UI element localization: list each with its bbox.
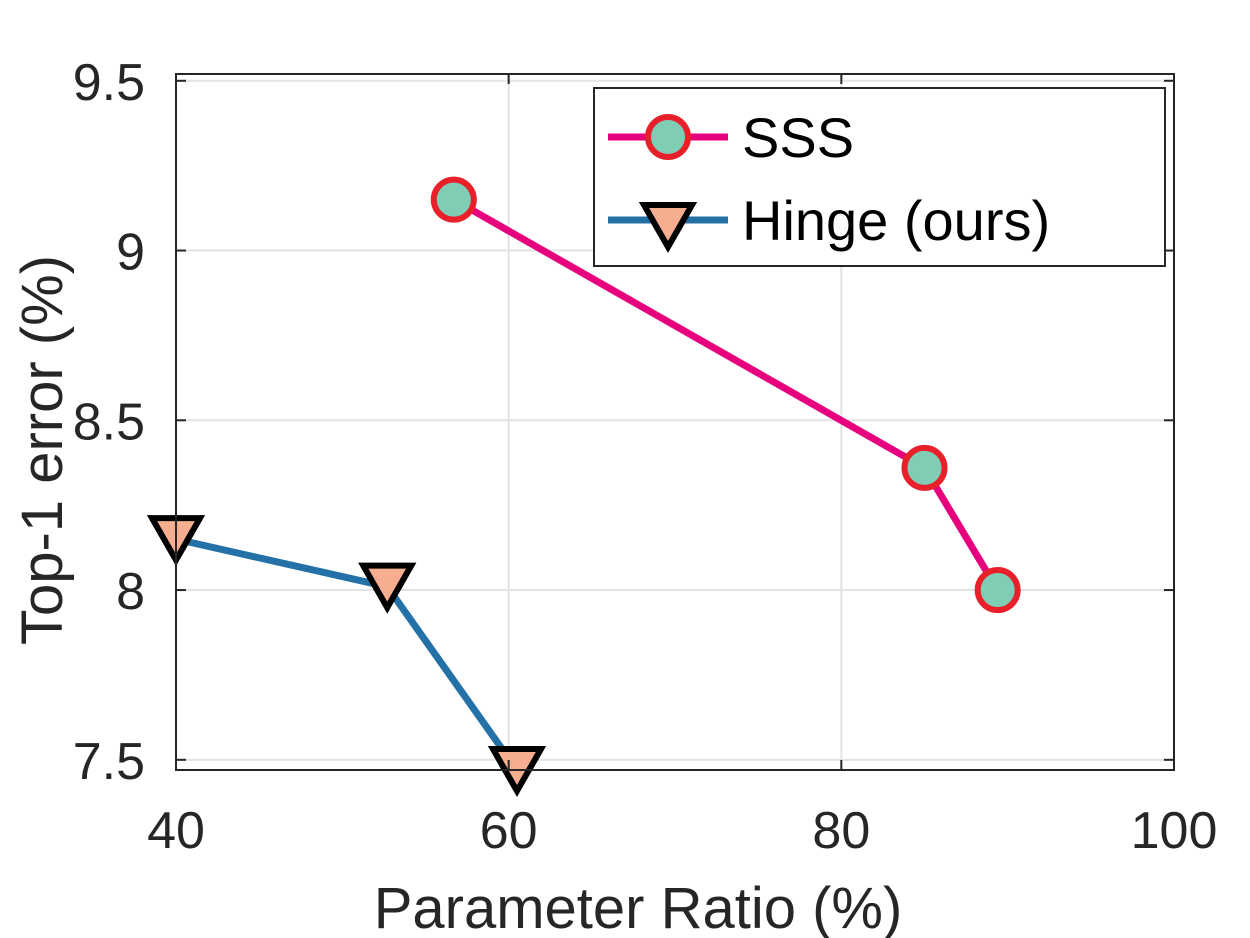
y-axis-label: Top-1 error (%) — [10, 255, 75, 645]
x-tick-label: 60 — [480, 802, 538, 860]
data-point-sss — [901, 444, 948, 491]
y-tick-label: 9 — [116, 224, 145, 282]
tick-labels: 40 60 80 100 7.5 8 8.5 9 9.5 — [73, 54, 1218, 860]
x-tick-label: 80 — [812, 802, 870, 860]
legend-label-sss: SSS — [742, 106, 854, 169]
y-tick-label: 7.5 — [73, 733, 145, 791]
legend-marker-hinge — [638, 202, 698, 254]
legend-label-hinge: Hinge (ours) — [742, 189, 1050, 252]
legend-marker-sss — [645, 114, 691, 160]
legend-box — [593, 87, 1166, 267]
plot-frame — [175, 73, 1175, 771]
y-tick-label: 8.5 — [73, 393, 145, 451]
x-tick-label: 40 — [147, 802, 205, 860]
legend: SSS Hinge (ours) — [593, 87, 1166, 267]
y-tick-label: 8 — [116, 563, 145, 621]
y-tick-label: 9.5 — [73, 54, 145, 112]
x-axis-label: Parameter Ratio (%) — [374, 876, 903, 938]
x-tick-label: 100 — [1131, 802, 1218, 860]
ticks — [175, 74, 1175, 770]
data-point-hinge — [358, 562, 417, 614]
data-point-sss — [430, 176, 477, 223]
data-point-sss — [974, 567, 1021, 614]
